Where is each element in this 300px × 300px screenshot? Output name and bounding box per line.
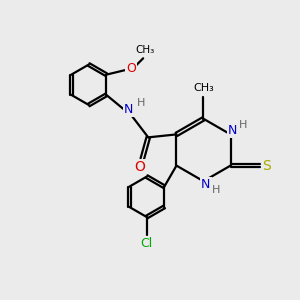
Text: H: H	[239, 121, 247, 130]
Text: N: N	[228, 124, 238, 137]
Text: CH₃: CH₃	[135, 45, 154, 55]
Text: N: N	[124, 103, 133, 116]
Text: O: O	[126, 62, 136, 75]
Text: H: H	[212, 185, 220, 195]
Text: O: O	[134, 160, 146, 174]
Text: N: N	[201, 178, 211, 191]
Text: Cl: Cl	[141, 237, 153, 250]
Text: H: H	[136, 98, 145, 109]
Text: S: S	[262, 159, 271, 172]
Text: CH₃: CH₃	[193, 83, 214, 93]
